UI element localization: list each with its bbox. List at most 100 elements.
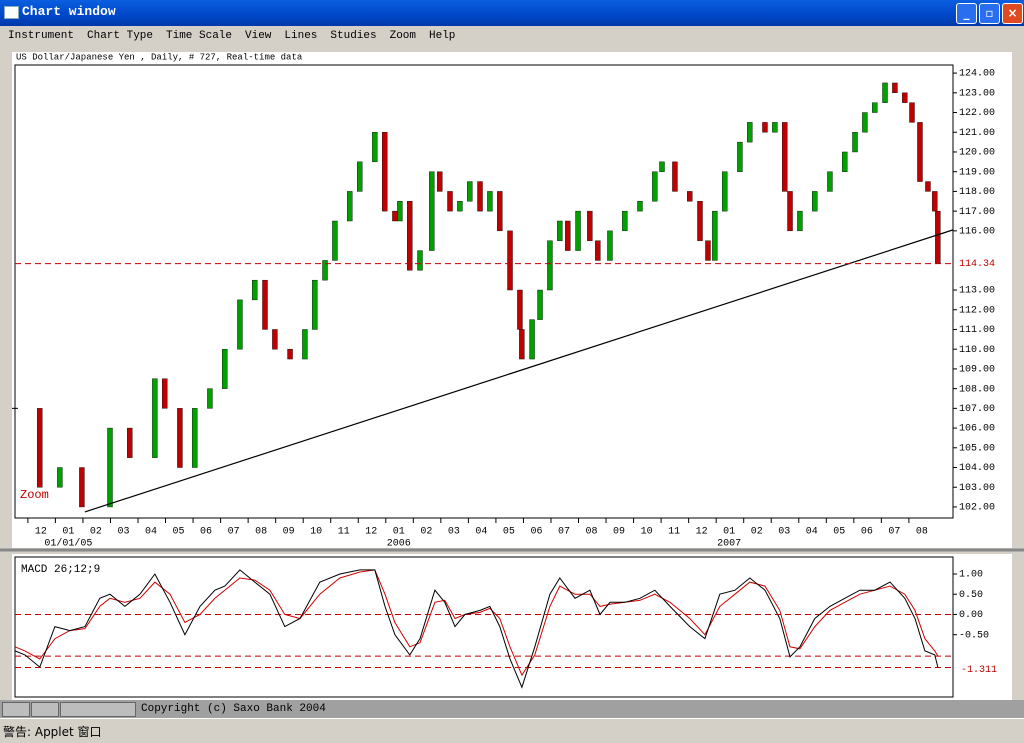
candle: [332, 220, 338, 261]
candle: [372, 132, 378, 163]
x-tick-label: 09: [283, 527, 295, 538]
x-tick-label: 02: [751, 527, 763, 538]
candle: [705, 240, 711, 261]
y-tick-label: 105.00: [959, 443, 995, 454]
trendline: [84, 229, 954, 513]
candle: [712, 210, 718, 261]
candle: [487, 191, 493, 212]
y-tick-label: -0.50: [959, 630, 989, 641]
x-tick-label: 04: [806, 527, 818, 538]
y-tick-label: 119.00: [959, 167, 995, 178]
candle: [177, 408, 183, 468]
candle: [347, 191, 353, 222]
menu-item[interactable]: View: [245, 30, 272, 42]
menu-item[interactable]: Time Scale: [166, 30, 233, 42]
y-tick-label: 123.00: [959, 88, 995, 99]
x-tick-label: 06: [530, 527, 542, 538]
menu-item[interactable]: Studies: [330, 30, 377, 42]
status-button[interactable]: [2, 702, 30, 717]
status-button[interactable]: [31, 702, 59, 717]
candle: [382, 132, 388, 212]
candle: [262, 279, 268, 330]
x-tick-label: 12: [696, 527, 708, 538]
x-tick-label: 07: [228, 527, 240, 538]
y-tick-label: 120.00: [959, 148, 995, 159]
candle: [902, 92, 908, 103]
candle: [722, 171, 728, 212]
x-tick-label: 01: [62, 527, 74, 538]
x-tick-label: 11: [338, 527, 350, 538]
candle: [575, 210, 581, 251]
x-tick-label: 02: [420, 527, 432, 538]
candle: [827, 171, 833, 192]
candle: [595, 240, 601, 261]
plot-frame: [14, 556, 954, 698]
candle: [909, 102, 915, 123]
y-tick-label: 109.00: [959, 365, 995, 376]
x-tick-label: 06: [861, 527, 873, 538]
chart-title: US Dollar/Japanese Yen , Daily, # 727, R…: [16, 52, 303, 62]
x-tick-label: 04: [145, 527, 157, 538]
candle: [622, 210, 628, 232]
macd-line: [14, 569, 939, 689]
candle: [762, 122, 768, 133]
x-tick-label: 08: [916, 527, 928, 538]
candle: [457, 201, 463, 212]
y-tick-label: 124.00: [959, 69, 995, 80]
x-tick-label: 08: [586, 527, 598, 538]
copyright: Copyright (c) Saxo Bank 2004: [141, 703, 326, 715]
y-tick-label: 0.00: [959, 610, 983, 621]
candle: [672, 161, 678, 192]
candle: [797, 210, 803, 232]
x-tick-label: 03: [448, 527, 460, 538]
macd-panel: [12, 554, 1012, 700]
candle: [57, 467, 63, 488]
candle: [565, 220, 571, 251]
x-tick-label: 07: [888, 527, 900, 538]
candle: [812, 191, 818, 212]
y-tick-label: 106.00: [959, 424, 995, 435]
last-price-label: 114.34: [959, 259, 995, 270]
warning-text: 警告: Applet 窗口: [3, 725, 102, 739]
candle: [772, 122, 778, 133]
candle: [467, 181, 473, 202]
candle: [312, 279, 318, 330]
candle: [302, 329, 308, 360]
candle: [882, 82, 888, 103]
status-field: [60, 702, 136, 717]
y-tick-label: 118.00: [959, 187, 995, 198]
candle: [272, 329, 278, 350]
menu-item[interactable]: Chart Type: [87, 30, 154, 42]
candle: [477, 181, 483, 212]
y-tick-label: 117.00: [959, 207, 995, 218]
candle: [222, 348, 228, 389]
maximize-button[interactable]: ▫: [979, 3, 1000, 24]
y-tick-label: 104.00: [959, 463, 995, 474]
candle: [497, 191, 503, 232]
menu-item[interactable]: Lines: [284, 30, 318, 42]
menu-item[interactable]: Help: [429, 30, 456, 42]
x-tick-label: 05: [833, 527, 845, 538]
close-button[interactable]: ×: [1002, 3, 1023, 24]
applet-warning: 警告: Applet 窗口: [0, 718, 1024, 743]
y-tick-label: 1.00: [959, 570, 983, 581]
candle: [932, 191, 938, 212]
menu-item[interactable]: Instrument: [8, 30, 75, 42]
candle: [529, 319, 535, 360]
candle: [192, 408, 198, 468]
menu-item[interactable]: Zoom: [389, 30, 416, 42]
window-title: Chart window: [22, 4, 116, 19]
candle: [37, 408, 43, 488]
y-tick-label: 102.00: [959, 503, 995, 514]
candle: [852, 132, 858, 153]
y-tick-label: 107.00: [959, 404, 995, 415]
menu-bar: Instrument Chart Type Time Scale View Lines S…: [0, 26, 1024, 48]
candle: [429, 171, 435, 251]
minimize-button[interactable]: _: [956, 3, 977, 24]
candle: [659, 161, 665, 172]
candle: [872, 102, 878, 113]
x-tick-label: 01: [393, 527, 405, 538]
chart-title: MACD 26;12;9: [21, 564, 100, 576]
candle: [322, 260, 328, 281]
